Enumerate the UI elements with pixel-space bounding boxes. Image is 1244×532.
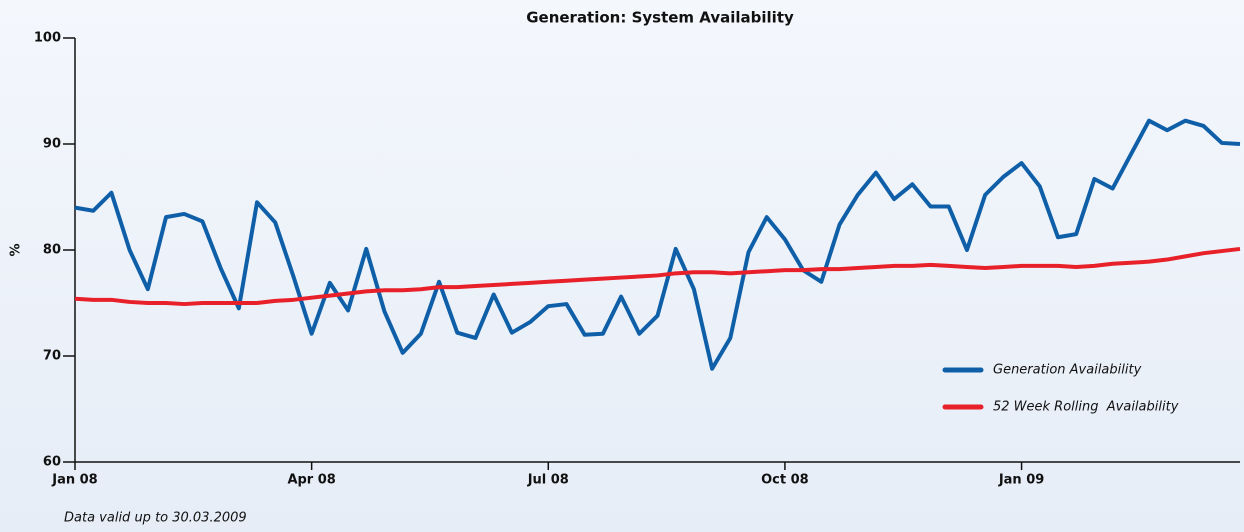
y-tick-label: 70 bbox=[43, 349, 61, 364]
y-tick-label: 80 bbox=[43, 243, 61, 258]
y-tick-label: 100 bbox=[34, 31, 61, 46]
series-line bbox=[74, 246, 1241, 307]
x-tick-label: Jan 08 bbox=[51, 473, 97, 488]
x-tick-label: Jan 09 bbox=[998, 473, 1044, 488]
y-tick-label: 60 bbox=[43, 455, 61, 470]
chart-title: Generation: System Availability bbox=[526, 9, 794, 27]
y-tick-label: 90 bbox=[43, 137, 61, 152]
legend-label: 52 Week Rolling Availability bbox=[993, 400, 1179, 415]
x-tick-label: Jul 08 bbox=[527, 473, 569, 488]
x-tick-label: Apr 08 bbox=[287, 473, 335, 488]
legend-label: Generation Availability bbox=[993, 363, 1142, 378]
series-line bbox=[74, 118, 1241, 371]
x-tick-label: Oct 08 bbox=[761, 473, 809, 488]
y-axis-label: % bbox=[9, 243, 24, 256]
footnote: Data valid up to 30.03.2009 bbox=[64, 511, 247, 526]
